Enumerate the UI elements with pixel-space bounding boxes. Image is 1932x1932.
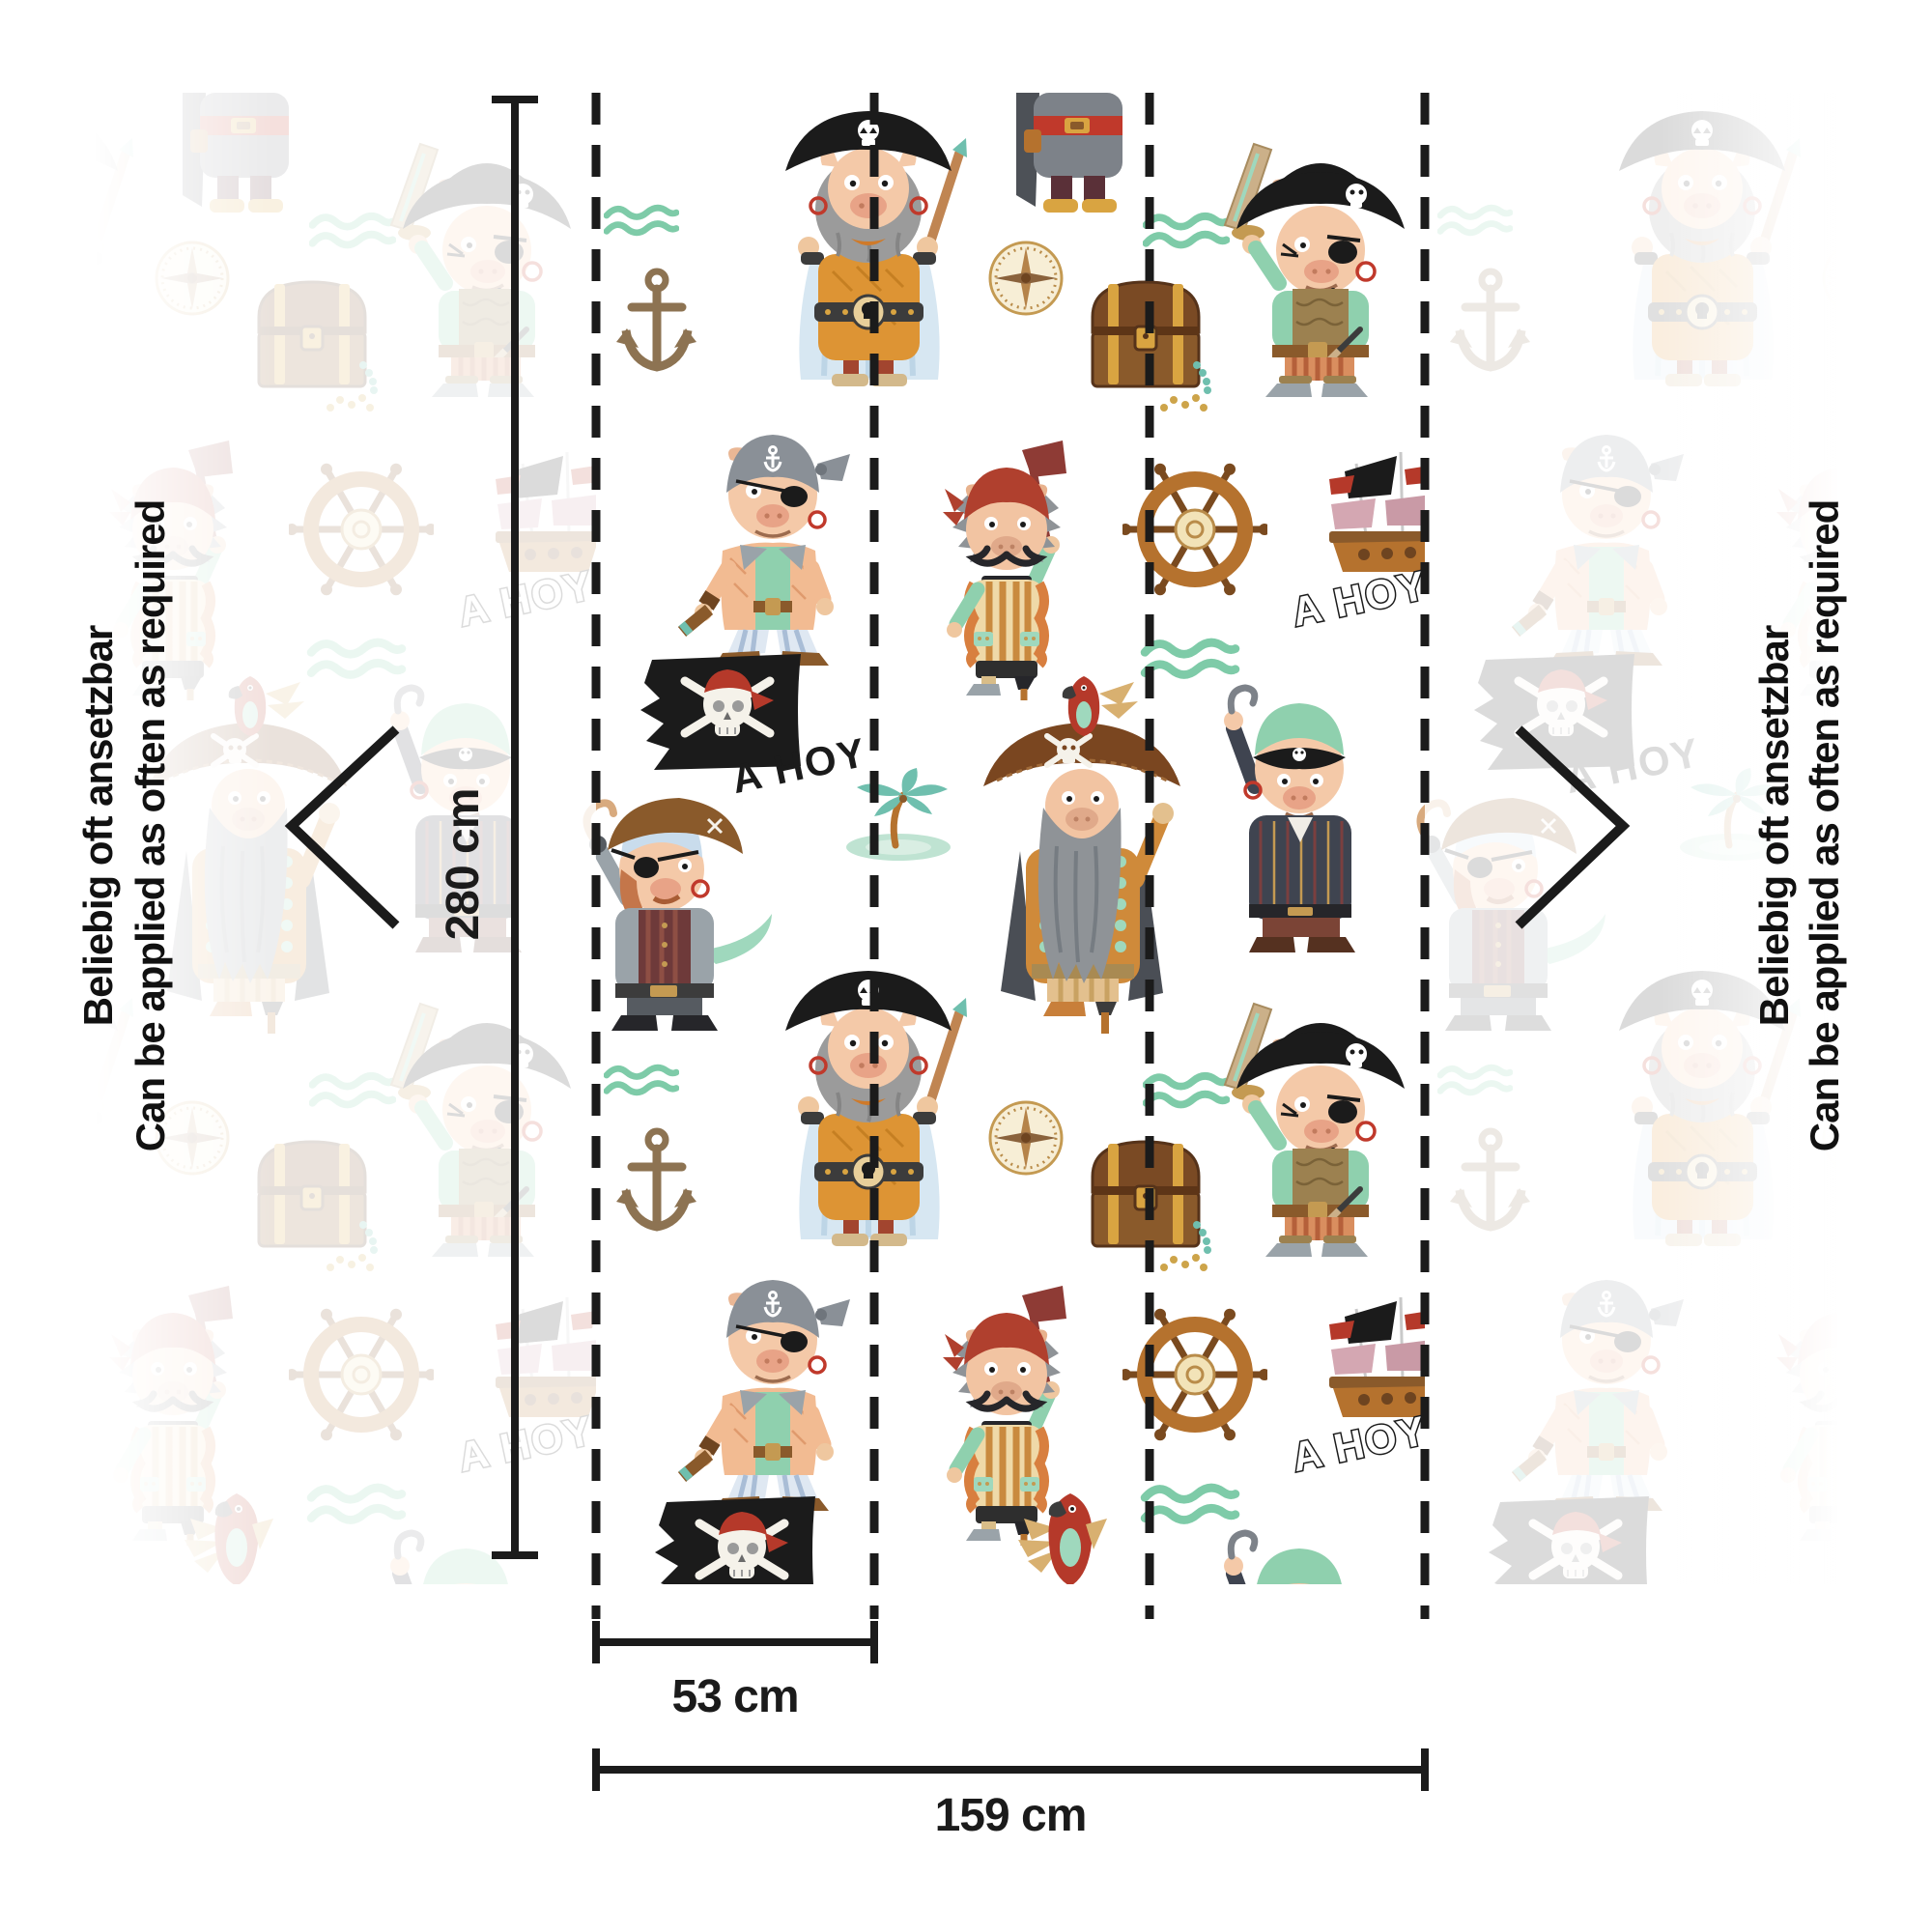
repeat-left-chevron-icon xyxy=(284,725,400,929)
left-edge-fade xyxy=(92,93,275,1584)
repeat-right-chevron-icon xyxy=(1515,725,1631,929)
side-note-en-right: Can be applied as often as required xyxy=(1802,500,1847,1152)
panel-width-dimension-label: 53 cm xyxy=(671,1671,798,1722)
total-width-dimension: 159 cm xyxy=(592,1748,1429,1841)
total-width-dimension-label: 159 cm xyxy=(935,1790,1087,1841)
side-note-de-left: Beliebig oft ansetzbar xyxy=(75,625,121,1026)
side-note-de-right: Beliebig oft ansetzbar xyxy=(1751,625,1797,1026)
height-dimension: 280 cm xyxy=(438,96,538,1559)
side-note-en-left: Can be applied as often as required xyxy=(128,500,173,1152)
panel-width-dimension: 53 cm xyxy=(592,1621,878,1722)
height-dimension-label: 280 cm xyxy=(438,789,489,941)
right-edge-fade xyxy=(1659,93,1842,1584)
